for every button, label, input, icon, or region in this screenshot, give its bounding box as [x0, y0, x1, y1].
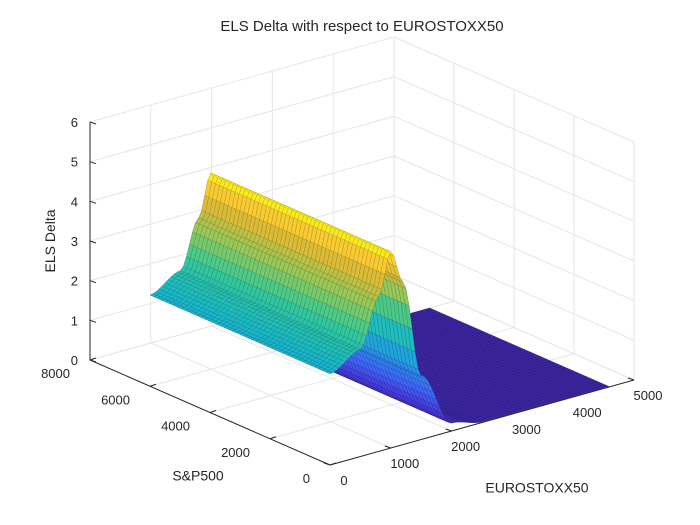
x-tick-label: 0: [340, 473, 347, 488]
y-tick-mark: [269, 436, 277, 440]
z-axis-label: ELS Delta: [42, 209, 58, 272]
y-tick-mark: [209, 410, 217, 413]
grid-line: [89, 76, 395, 163]
x-tick-label: 5000: [634, 388, 663, 403]
x-tick-mark: [323, 462, 331, 466]
grid-line: [393, 234, 635, 341]
y-tick-label: 6000: [101, 392, 130, 407]
grid-line: [393, 36, 635, 143]
z-tick-label: 4: [71, 194, 78, 209]
z-tick-mark: [89, 200, 97, 204]
y-tick-mark: [149, 383, 157, 387]
z-tick-label: 1: [71, 313, 78, 328]
surface-patch: [602, 384, 611, 388]
grid-line: [89, 115, 395, 202]
x-tick-mark: [384, 445, 391, 449]
z-tick-label: 6: [71, 115, 78, 130]
y-tick-mark: [329, 462, 337, 466]
grid-line: [89, 36, 395, 123]
x-tick-label: 3000: [512, 422, 541, 437]
z-tick-mark: [89, 319, 97, 323]
grid-line: [393, 76, 635, 183]
y-tick-label: 2000: [221, 445, 250, 460]
grid-line: [393, 155, 635, 262]
z-tick-label: 0: [71, 353, 78, 368]
grid-line: [393, 195, 635, 302]
x-tick-mark: [627, 377, 635, 381]
surface-layer: [149, 172, 611, 424]
grid-line: [393, 115, 635, 222]
tick-layer: 0100020003000400050000200040006000800001…: [41, 115, 662, 488]
x-tick-label: 2000: [451, 439, 480, 454]
z-tick-label: 3: [71, 234, 78, 249]
z-tick-mark: [89, 121, 97, 125]
z-tick-mark: [89, 240, 97, 244]
x-tick-label: 4000: [573, 405, 602, 420]
z-tick-mark: [89, 359, 97, 363]
x-axis-label: EUROSTOXX50: [485, 480, 588, 496]
z-tick-label: 2: [71, 274, 78, 289]
y-tick-mark: [89, 357, 97, 361]
y-tick-label: 8000: [41, 366, 70, 381]
z-tick-mark: [89, 161, 97, 165]
y-axis-label: S&P500: [172, 468, 224, 484]
x-tick-mark: [445, 428, 452, 432]
y-tick-label: 4000: [161, 419, 190, 434]
chart-title: ELS Delta with respect to EUROSTOXX50: [220, 18, 503, 35]
y-tick-label: 0: [303, 471, 310, 486]
x-tick-label: 1000: [390, 456, 419, 471]
z-tick-label: 5: [71, 155, 78, 170]
z-tick-mark: [89, 280, 97, 284]
